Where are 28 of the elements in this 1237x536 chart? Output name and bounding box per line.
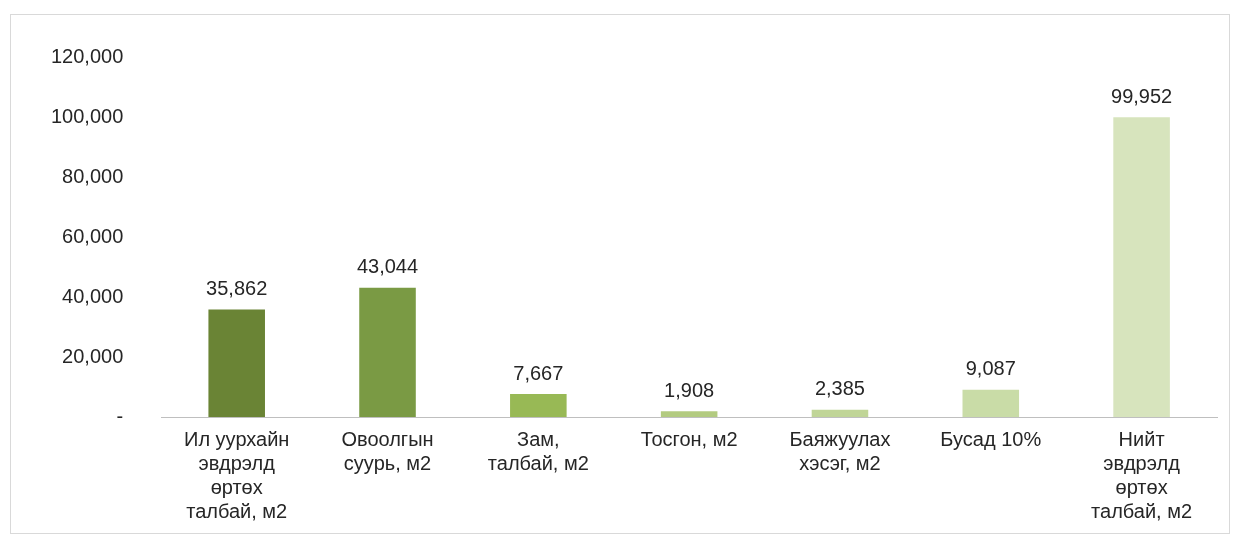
x-tick-label: Тосгон, м2 <box>640 427 738 450</box>
y-tick-label: 100,000 <box>51 104 124 127</box>
y-tick-label: 40,000 <box>62 284 124 307</box>
y-tick-label: - <box>116 404 124 427</box>
y-tick-label: 20,000 <box>62 344 124 367</box>
bar <box>660 411 718 417</box>
x-tick-label: Бусад 10% <box>940 427 1042 450</box>
data-label: 9,087 <box>965 357 1016 380</box>
data-label: 99,952 <box>1111 84 1173 107</box>
data-label: 2,385 <box>814 377 865 400</box>
data-label: 7,667 <box>513 361 564 384</box>
bar <box>811 409 869 417</box>
bar <box>962 389 1020 417</box>
bar <box>1113 117 1170 417</box>
bar <box>510 394 567 417</box>
y-tick-label: 80,000 <box>62 164 124 187</box>
x-tick-label: Ил уурхайн эвдрэлд өртөх талбай, м2 <box>184 427 290 522</box>
data-label: 43,044 <box>356 255 419 278</box>
x-tick-label: Баяжуулах хэсэг, м2 <box>789 427 891 474</box>
data-label: 35,862 <box>206 276 268 299</box>
bar <box>208 309 265 417</box>
bar <box>359 287 416 417</box>
x-tick-label: Овоолгын суурь, м2 <box>341 427 434 474</box>
data-label: 1,908 <box>664 378 715 401</box>
x-tick-label: Нийт эвдрэлд өртөх талбай, м2 <box>1091 427 1193 522</box>
y-tick-label: 60,000 <box>62 224 124 247</box>
y-tick-label: 120,000 <box>51 44 124 67</box>
x-tick-label: Зам, талбай, м2 <box>487 427 589 474</box>
